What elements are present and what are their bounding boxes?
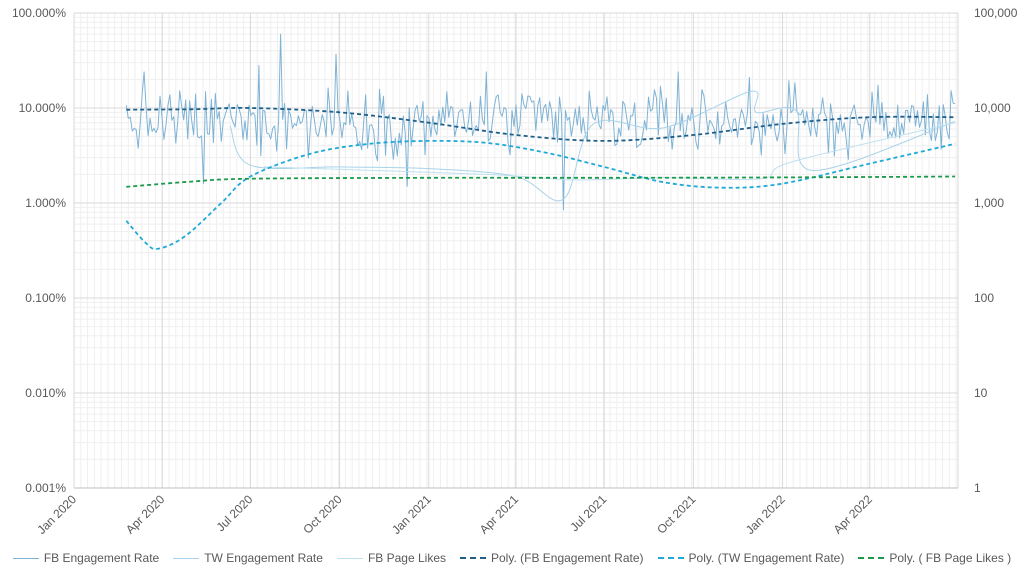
y-left-tick-label: 100.000% bbox=[12, 6, 66, 20]
x-tick-label: Jan 2021 bbox=[389, 492, 434, 537]
y-left-tick-label: 0.100% bbox=[25, 291, 66, 305]
y-left-tick-label: 10.000% bbox=[19, 101, 67, 115]
legend-label: FB Page Likes bbox=[367, 551, 446, 565]
x-tick-label: Jul 2020 bbox=[214, 492, 256, 534]
series-line-poly-fb-page-likes bbox=[126, 175, 956, 188]
legend-swatch bbox=[12, 557, 39, 559]
legend-swatch bbox=[173, 557, 200, 559]
y-left-tick-label: 0.010% bbox=[25, 386, 66, 400]
legend-label: FB Engagement Rate bbox=[43, 551, 160, 565]
series-line-fb-engagement-rate bbox=[125, 33, 956, 211]
legend-label: Poly. ( FB Page Likes ) bbox=[889, 551, 1012, 565]
legend-swatch bbox=[460, 557, 486, 559]
legend: FB Engagement Rate TW Engagement Rate FB… bbox=[0, 548, 1024, 568]
y-right-tick-label: 1,000 bbox=[974, 196, 1004, 210]
legend-item: FB Engagement Rate bbox=[12, 551, 160, 565]
y-right-tick-label: 10,000 bbox=[974, 101, 1011, 115]
gridlines bbox=[73, 12, 958, 489]
y-right-tick-label: 10 bbox=[974, 386, 988, 400]
x-tick-label: Apr 2021 bbox=[477, 492, 522, 537]
x-tick-label: Apr 2020 bbox=[123, 492, 168, 537]
x-tick-label: Oct 2020 bbox=[300, 492, 345, 537]
legend-item: TW Engagement Rate bbox=[173, 551, 323, 565]
data-series bbox=[125, 33, 956, 250]
x-tick-label: Oct 2021 bbox=[654, 492, 699, 537]
legend-item: Poly. (FB Engagement Rate) bbox=[460, 551, 644, 565]
y-right-tick-label: 100 bbox=[974, 291, 994, 305]
legend-label: TW Engagement Rate bbox=[204, 551, 323, 565]
x-tick-label: Jul 2021 bbox=[567, 492, 609, 534]
legend-swatch bbox=[657, 557, 684, 559]
y-right-tick-label: 100,000 bbox=[974, 6, 1018, 20]
y-left-tick-label: 1.000% bbox=[25, 196, 66, 210]
legend-item: Poly. (TW Engagement Rate) bbox=[657, 551, 845, 565]
legend-swatch bbox=[858, 557, 885, 559]
legend-label: Poly. (FB Engagement Rate) bbox=[491, 551, 644, 565]
x-tick-label: Jan 2022 bbox=[743, 492, 788, 537]
legend-swatch bbox=[336, 557, 363, 559]
legend-label: Poly. (TW Engagement Rate) bbox=[688, 551, 845, 565]
legend-item: FB Page Likes bbox=[336, 551, 446, 565]
y-right-tick-label: 1 bbox=[974, 481, 981, 495]
y-left-tick-label: 0.001% bbox=[25, 481, 66, 495]
series-line-tw-engagement-rate bbox=[229, 90, 956, 202]
x-tick-label: Jan 2020 bbox=[34, 492, 79, 537]
x-tick-label: Apr 2022 bbox=[831, 492, 876, 537]
series-line-poly-fb-engagement-rate bbox=[126, 107, 956, 142]
axes bbox=[73, 13, 959, 489]
legend-item: Poly. ( FB Page Likes ) bbox=[858, 551, 1011, 565]
